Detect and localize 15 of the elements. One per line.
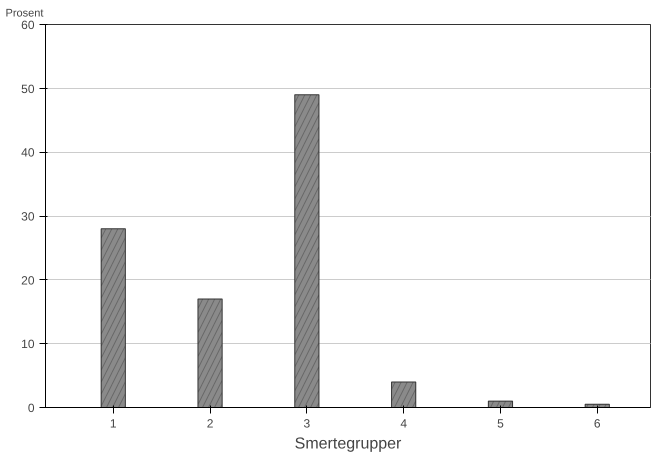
x-tick-label: 5 [497, 416, 504, 430]
x-tick-label: 4 [400, 416, 408, 430]
y-tick-label: 0 [28, 401, 35, 415]
y-tick-label: 50 [21, 82, 35, 96]
y-tick-label: 20 [21, 273, 35, 288]
x-tick-label: 1 [110, 416, 117, 430]
x-axis-title: Smertegrupper [294, 436, 402, 452]
y-axis-title: Prosent [6, 8, 44, 20]
y-tick-label: 30 [21, 210, 35, 224]
x-tick-label: 2 [206, 416, 214, 430]
y-tick-label: 10 [21, 337, 35, 352]
y-tick-label: 60 [21, 18, 35, 32]
x-tick-label: 3 [304, 416, 311, 430]
y-tick-label: 40 [21, 146, 35, 160]
x-tick-label: 6 [594, 416, 601, 430]
